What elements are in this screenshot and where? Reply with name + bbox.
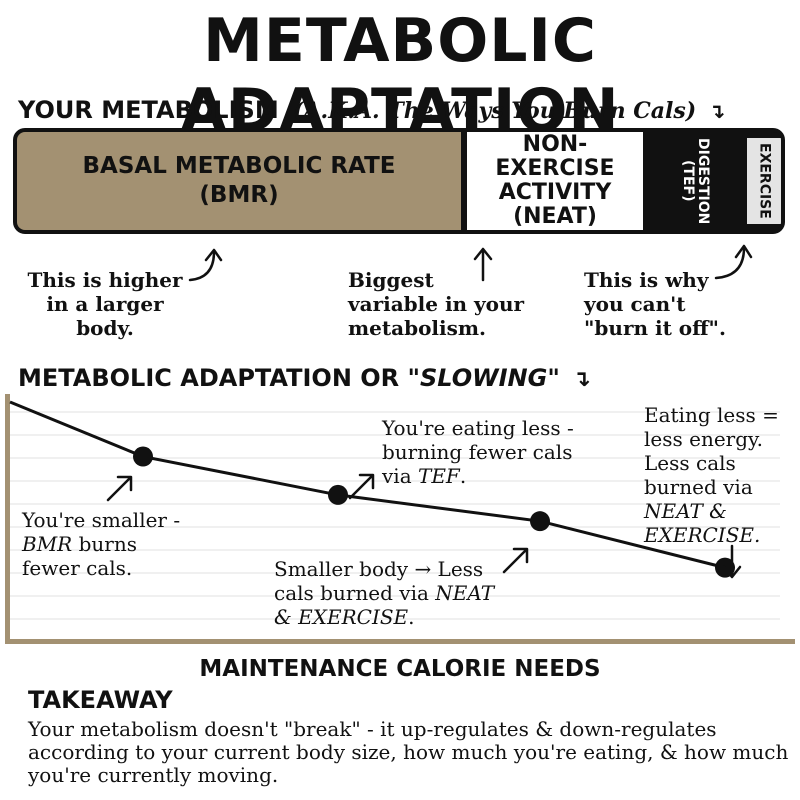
takeaway-text: Your metabolism doesn't "break" - it up-… (28, 718, 800, 787)
y-axis (5, 394, 10, 644)
bmr-segment: BASAL METABOLIC RATE (BMR) (17, 132, 461, 230)
metabolism-subheading: (A.K.A. The Ways You Burn Cals) (293, 98, 697, 124)
annotation-energy: Eating less = less energy. Less cals bur… (644, 403, 794, 547)
exercise-note: This is why you can't "burn it off". (584, 268, 784, 340)
annotation-em: & EXERCISE (274, 605, 409, 629)
annotation-line: You're smaller - (22, 508, 181, 532)
annotation-line: Smaller body → Less (274, 557, 484, 581)
adaptation-heading-quote: "SLOWING" (407, 364, 560, 392)
tef-segment: DIGESTION (TEF) (643, 132, 747, 230)
exercise-note-line: This is why (584, 268, 709, 292)
annotation-text: . (459, 464, 467, 488)
adaptation-chart (5, 394, 795, 644)
metabolism-heading-text: YOUR METABOLISM (18, 96, 279, 124)
arrow-up-right-icon (502, 547, 529, 574)
neat-label: NON-EXERCISE ACTIVITY (NEAT) (495, 132, 615, 229)
annotation-line: fewer cals. (22, 556, 133, 580)
annotation-line: EXERCISE. (644, 523, 794, 547)
arrow-up-right-icon (348, 473, 375, 500)
exercise-note-line: you can't (584, 292, 686, 316)
neat-note-line: metabolism. (348, 316, 486, 340)
neat-note-line: Biggest (348, 268, 434, 292)
annotation-line: You're eating less - (382, 416, 574, 440)
annotation-neat: Smaller body → Less cals burned via NEAT… (274, 557, 514, 629)
curved-arrow-up-icon (188, 250, 216, 282)
arrow-up-right-icon (106, 475, 133, 502)
annotation-em: NEAT & (644, 499, 727, 523)
takeaway-line: according to your current body size, how… (28, 740, 789, 764)
annotation-line: burning fewer cals (382, 440, 573, 464)
bmr-note: This is higher in a larger body. (20, 268, 190, 340)
bmr-label: BASAL METABOLIC RATE (BMR) (82, 153, 396, 208)
annotation-text: . (408, 605, 415, 629)
bmr-note-line: body. (76, 316, 134, 340)
straight-arrow-up-icon-head (473, 247, 493, 261)
x-axis (5, 639, 795, 644)
annotation-line: & EXERCISE. (274, 605, 514, 629)
curved-arrow-up-icon-2-head (734, 244, 753, 259)
tef-label: DIGESTION (TEF) (680, 137, 711, 225)
annotation-line: Less cals (644, 451, 736, 475)
annotation-em: BMR (22, 532, 73, 556)
curved-arrow-up-icon-2 (714, 246, 746, 280)
takeaway-line: Your metabolism doesn't "break" - it up-… (28, 717, 717, 741)
annotation-text: cals burned via (274, 581, 436, 605)
annotation-line: burned via (644, 475, 753, 499)
arrow-down-icon (722, 544, 742, 579)
bmr-note-line: in a larger (46, 292, 164, 316)
annotation-em: NEAT (435, 581, 495, 605)
takeaway-heading: TAKEAWAY (28, 686, 173, 714)
takeaway-line: you're currently moving. (28, 763, 279, 787)
data-point (530, 511, 550, 532)
bmr-note-line: This is higher (27, 268, 183, 292)
annotation-text: via (382, 464, 418, 488)
metabolism-heading: YOUR METABOLISM (A.K.A. The Ways You Bur… (18, 96, 725, 125)
annotation-em: TEF (417, 464, 460, 488)
annotation-text: burns (72, 532, 137, 556)
annotation-tef: You're eating less - burning fewer cals … (382, 416, 612, 488)
chart-xlabel: MAINTENANCE CALORIE NEEDS (199, 656, 601, 682)
metabolism-bar: BASAL METABOLIC RATE (BMR) NON-EXERCISE … (13, 128, 785, 234)
annotation-line: via TEF. (382, 464, 612, 488)
adaptation-heading: METABOLIC ADAPTATION OR "SLOWING" ↴ (18, 364, 591, 394)
neat-note-line: variable in your (348, 292, 525, 316)
neat-segment: NON-EXERCISE ACTIVITY (NEAT) (467, 132, 643, 230)
annotation-line: less energy. (644, 427, 764, 451)
arrow-down-right-icon: ↴ (572, 367, 591, 392)
exercise-label: EXERCISE (756, 143, 773, 219)
annotation-line: BMR burns (22, 532, 212, 556)
annotation-em: EXERCISE. (644, 523, 761, 547)
exercise-note-line: "burn it off". (584, 316, 726, 340)
data-point (133, 446, 153, 467)
annotation-line: NEAT & (644, 499, 794, 523)
curved-arrow-up-icon-head (204, 248, 223, 262)
annotation-line: Eating less = (644, 403, 779, 427)
arrow-down-right-icon: ↴ (708, 99, 726, 123)
page-title: METABOLIC ADAPTATION (180, 6, 620, 146)
exercise-segment: EXERCISE (747, 138, 781, 224)
bar-note-arrows (188, 244, 753, 282)
neat-note: Biggest variable in your metabolism. (348, 268, 548, 340)
annotation-line: cals burned via NEAT (274, 581, 514, 605)
annotation-bmr: You're smaller - BMR burns fewer cals. (22, 508, 212, 580)
data-point (328, 484, 348, 505)
adaptation-heading-text: METABOLIC ADAPTATION OR (18, 364, 408, 392)
annotation-arrows (106, 473, 742, 579)
